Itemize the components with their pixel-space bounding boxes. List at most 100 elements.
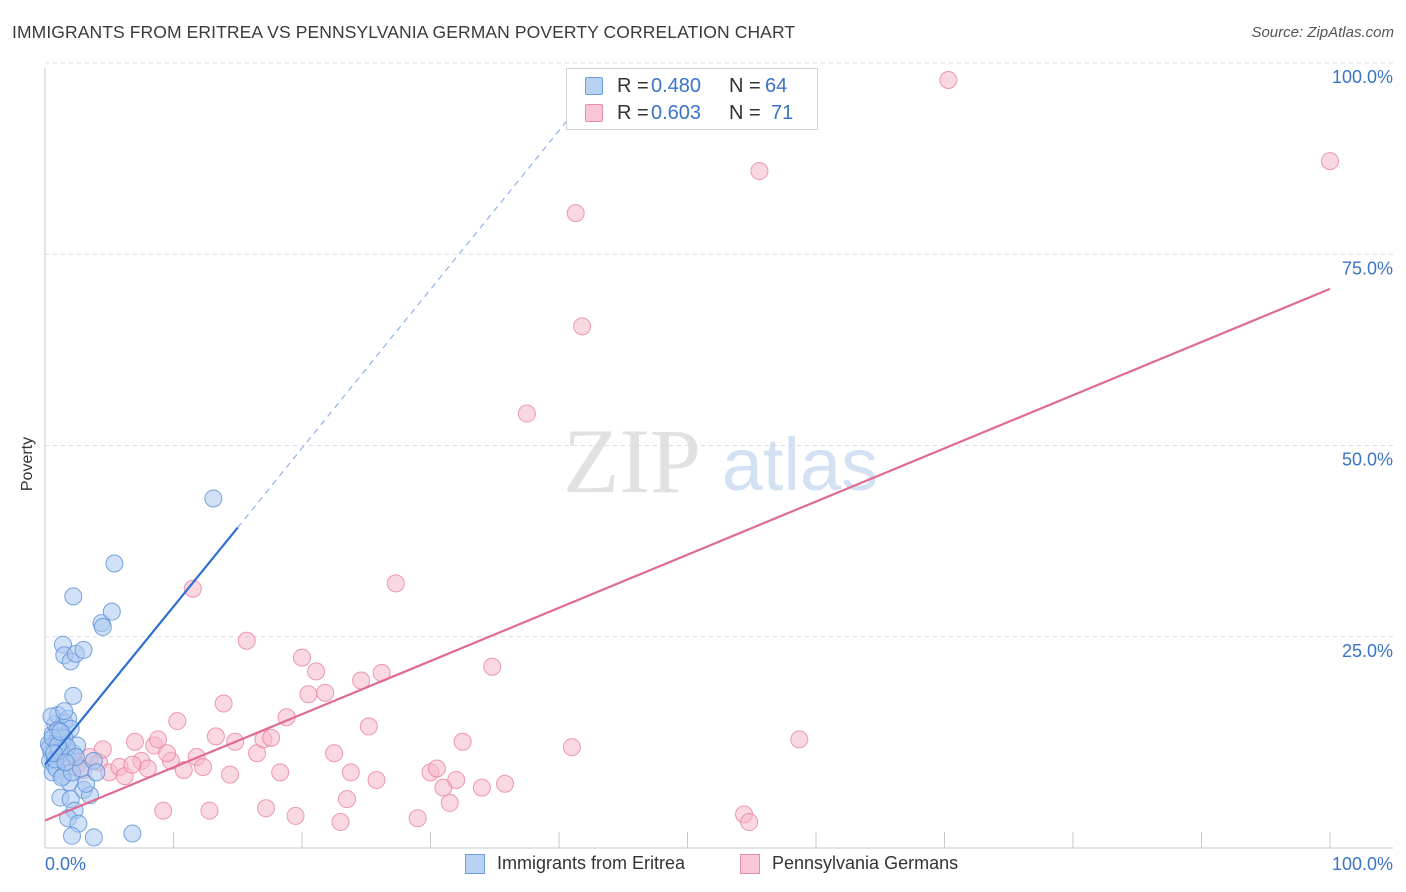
- y-tick-labels: 25.0% 50.0% 75.0% 100.0%: [1332, 67, 1393, 661]
- data-point: [472, 778, 491, 797]
- x-tick-label: 0.0%: [45, 854, 86, 874]
- y-tick-label: 25.0%: [1342, 641, 1393, 661]
- data-point: [293, 648, 311, 667]
- data-point: [359, 717, 378, 736]
- data-point: [939, 71, 958, 89]
- x-tick-labels: 0.0% 100.0%: [45, 854, 1393, 874]
- data-point: [562, 738, 581, 757]
- watermark-zip: ZIP: [563, 410, 701, 512]
- legend-item-pa-german: Pennsylvania Germans: [740, 853, 958, 874]
- data-point: [64, 587, 83, 606]
- watermark: ZIP atlas: [563, 410, 878, 512]
- data-point: [64, 686, 83, 705]
- trend-lines: [44, 106, 1331, 822]
- data-point: [221, 765, 240, 784]
- data-point: [1321, 152, 1339, 171]
- y-tick-label: 50.0%: [1342, 450, 1393, 470]
- n-label: N =: [729, 101, 761, 124]
- r-label: R =: [617, 101, 649, 124]
- data-point: [200, 801, 219, 820]
- r-value-eritrea: 0.480: [651, 74, 702, 97]
- data-point: [496, 774, 515, 793]
- y-tick-label: 100.0%: [1332, 67, 1393, 87]
- data-point: [62, 826, 81, 845]
- x-tick-label: 100.0%: [1332, 854, 1393, 874]
- data-point: [237, 631, 256, 650]
- n-value-eritrea: 64: [765, 74, 788, 97]
- data-point: [84, 828, 103, 847]
- data-point: [316, 683, 335, 702]
- data-point: [214, 694, 233, 713]
- r-value-pa-german: 0.603: [651, 101, 702, 124]
- data-point: [483, 657, 502, 676]
- legend-row-pa-german: R = 0.603 N = 71: [585, 100, 793, 126]
- data-point: [257, 799, 276, 818]
- data-point: [299, 685, 318, 704]
- data-point: [440, 793, 459, 812]
- data-point: [271, 763, 290, 782]
- data-point: [566, 204, 585, 223]
- data-point: [453, 732, 472, 751]
- data-point: [286, 806, 305, 825]
- data-point: [427, 759, 446, 778]
- data-point: [125, 732, 144, 751]
- data-point: [102, 602, 121, 621]
- source-credit: Source: ZipAtlas.com: [1251, 24, 1394, 41]
- data-point: [331, 813, 350, 832]
- data-point: [790, 730, 809, 749]
- data-point: [204, 489, 223, 508]
- trend-line-pa-german: [44, 287, 1331, 822]
- series-legend: Immigrants from Eritrea Pennsylvania Ger…: [0, 853, 1406, 877]
- correlation-legend: R = 0.480 N = 64 R = 0.603 N = 71: [566, 68, 818, 130]
- watermark-atlas: atlas: [722, 423, 878, 506]
- data-point: [154, 801, 173, 820]
- data-point: [447, 770, 466, 789]
- legend-swatch-pink: [740, 853, 760, 874]
- trend-line-eritrea-extension: [237, 106, 579, 528]
- data-point: [74, 640, 93, 659]
- data-point: [262, 728, 281, 747]
- data-point: [168, 712, 187, 731]
- data-point: [573, 317, 592, 336]
- data-point: [194, 757, 213, 776]
- data-point: [51, 722, 70, 741]
- data-point: [123, 755, 142, 774]
- data-point: [740, 813, 759, 832]
- grid: [45, 62, 1393, 638]
- data-point: [158, 744, 177, 763]
- data-point: [517, 404, 536, 423]
- data-point: [123, 824, 142, 843]
- data-point: [183, 579, 202, 598]
- data-point: [149, 730, 168, 749]
- data-point: [341, 763, 360, 782]
- legend-item-eritrea: Immigrants from Eritrea: [465, 853, 685, 874]
- data-point: [87, 763, 106, 782]
- data-point: [55, 702, 74, 721]
- data-point: [408, 809, 427, 828]
- legend-label-pa-german: Pennsylvania Germans: [772, 853, 959, 873]
- y-axis-label: Poverty: [19, 436, 36, 492]
- legend-row-eritrea: R = 0.480 N = 64: [585, 73, 787, 99]
- legend-swatch-pink: [585, 104, 603, 122]
- data-point: [386, 574, 405, 593]
- data-point: [105, 554, 124, 573]
- data-point: [56, 753, 75, 772]
- trend-line-eritrea: [44, 526, 239, 766]
- n-value-pa-german: 71: [771, 101, 794, 124]
- r-label: R =: [617, 74, 649, 97]
- legend-label-eritrea: Immigrants from Eritrea: [497, 853, 686, 873]
- legend-swatch-blue: [585, 77, 603, 95]
- chart-title: IMMIGRANTS FROM ERITREA VS PENNSYLVANIA …: [12, 22, 796, 42]
- series-immigrants-from-eritrea: [39, 489, 223, 847]
- legend-swatch-blue: [465, 853, 485, 874]
- axes: [44, 68, 1393, 849]
- data-point: [307, 662, 326, 681]
- y-tick-label: 75.0%: [1342, 258, 1393, 278]
- data-point: [325, 744, 344, 763]
- data-point: [206, 727, 225, 746]
- data-point: [750, 162, 769, 181]
- n-label: N =: [729, 74, 761, 97]
- data-point: [93, 617, 112, 636]
- data-point: [337, 790, 356, 809]
